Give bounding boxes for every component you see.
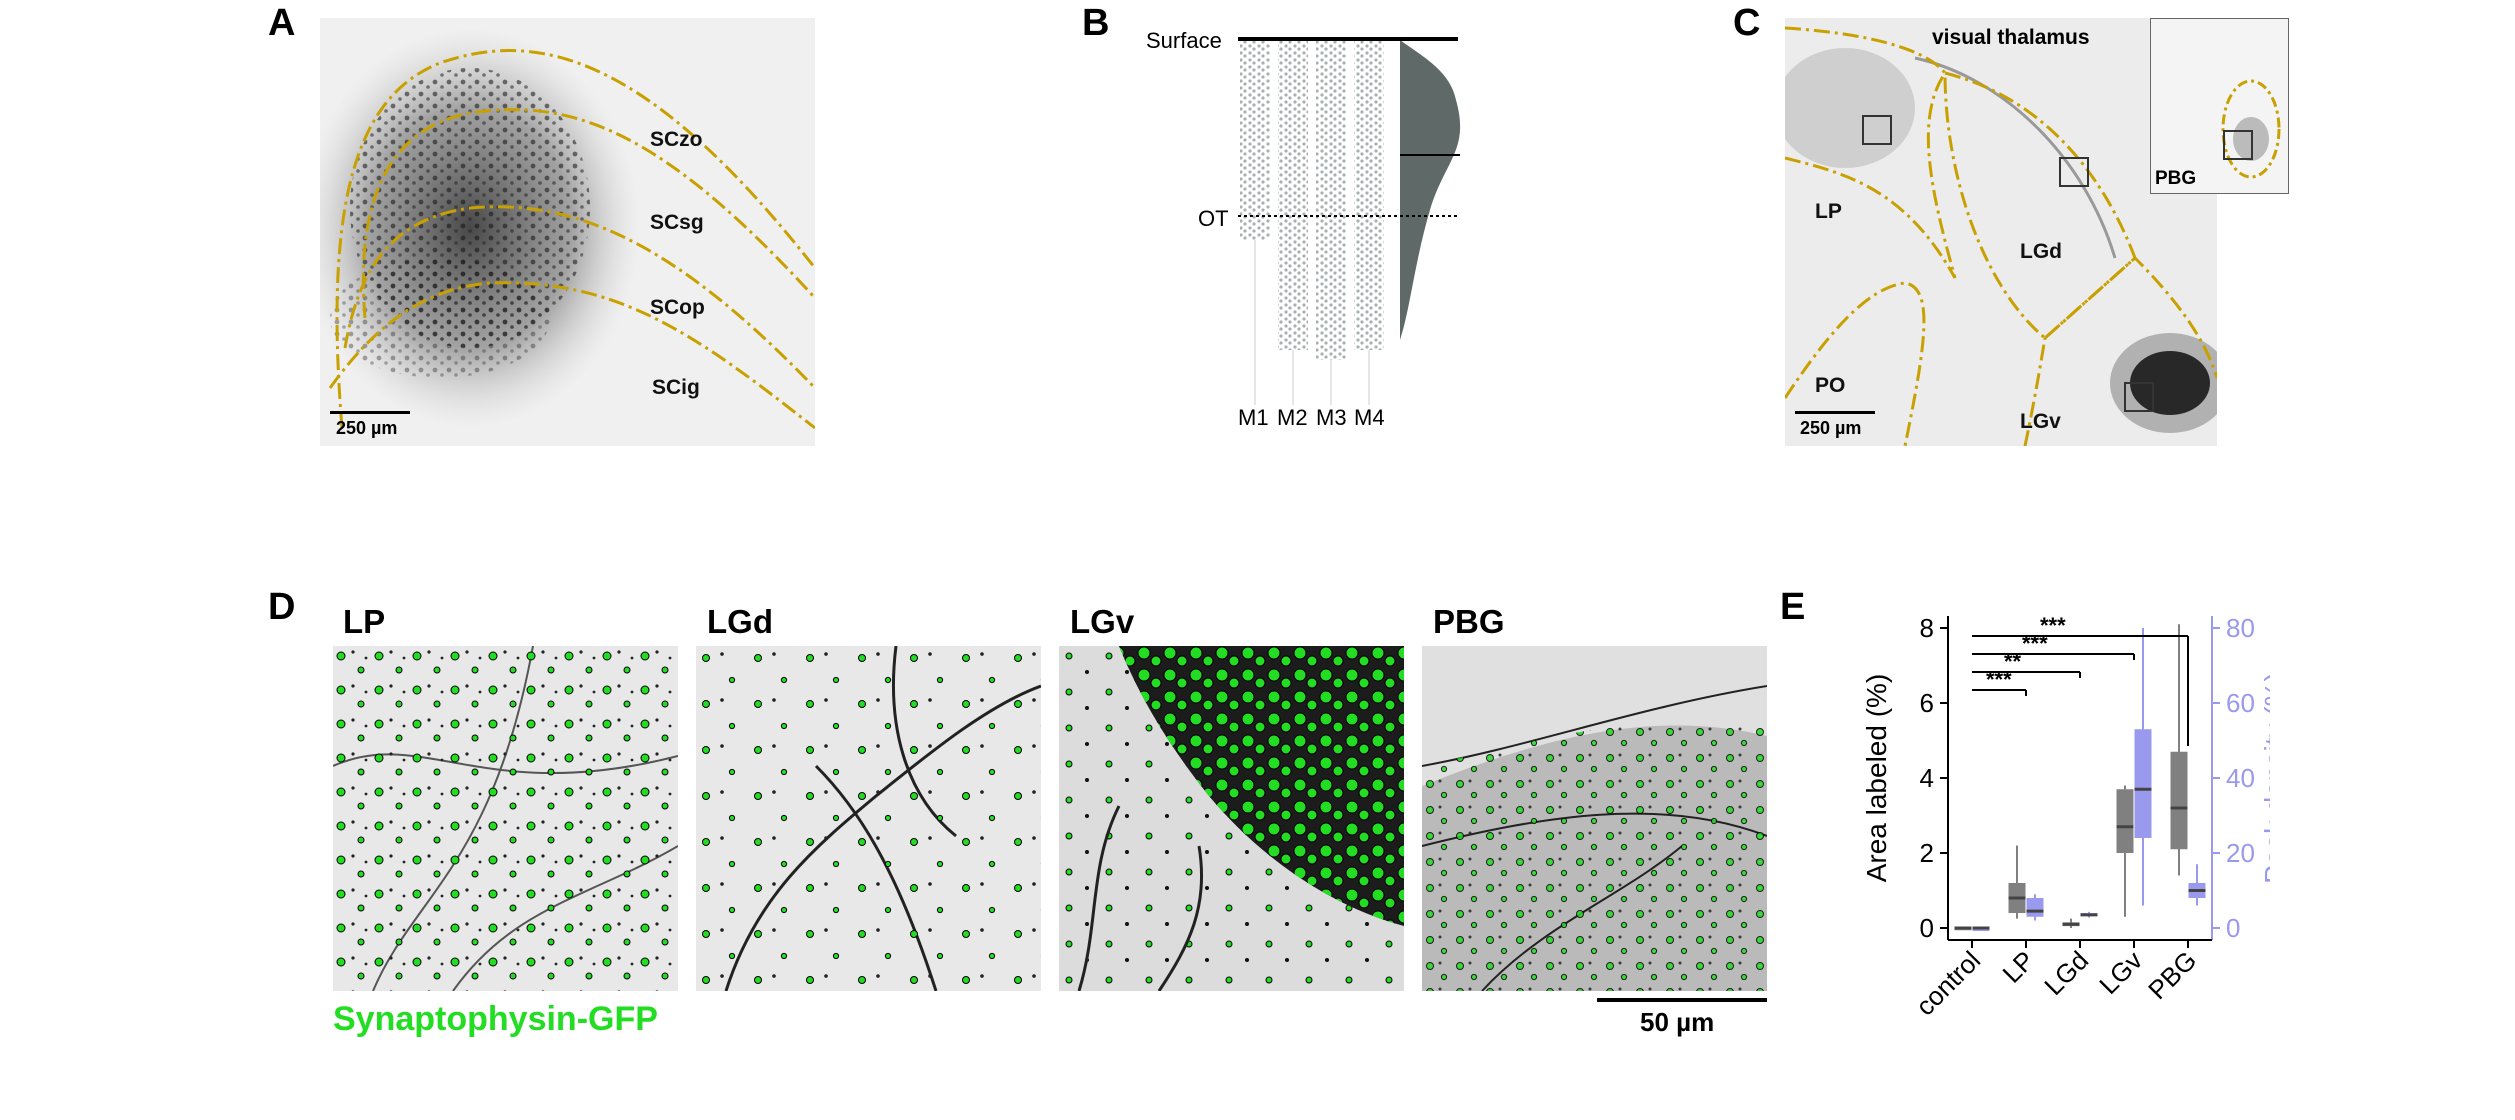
mouse-label-m3: M3: [1316, 405, 1347, 430]
area-lgv-box: [2116, 789, 2134, 853]
area-pbg-box: [2170, 751, 2188, 850]
thalamus-section: [1785, 18, 2217, 446]
right-tick-label: 80: [2226, 613, 2255, 643]
significance-label: ***: [2040, 613, 2066, 638]
right-tick-label: 20: [2226, 838, 2255, 868]
panel-e-letter: E: [1780, 586, 1806, 628]
micrograph-lgv: [1059, 646, 1404, 991]
micrograph-lgd: [696, 646, 1041, 991]
region-label-visual-thalamus: visual thalamus: [1932, 26, 2090, 49]
panel-a-image: [320, 18, 815, 446]
depth-distribution-plot: [1238, 37, 1461, 405]
marker-label: Synaptophysin-GFP: [333, 1000, 658, 1038]
panel-c-letter: C: [1733, 2, 1761, 44]
left-axis-label: Area labeled (%): [1861, 674, 1892, 883]
pbg-inset: [2150, 18, 2289, 194]
left-tick-label: 4: [1920, 763, 1934, 793]
panel-d-letter: D: [268, 586, 296, 628]
left-tick-label: 6: [1920, 688, 1934, 718]
mouse-m4-cloud: [1354, 40, 1384, 350]
panel-a-letter: A: [268, 2, 296, 44]
panel-d-scalebar: [1597, 998, 1767, 1002]
mouse-m3-cloud: [1316, 40, 1346, 360]
panel-c-scalebar: [1795, 411, 1875, 414]
roi-lgd: [2059, 157, 2089, 187]
layer-label-scig: SCig: [652, 376, 700, 399]
roi-lp: [1862, 115, 1892, 145]
layer-label-scsg: SCsg: [650, 211, 704, 234]
mouse-m1-cloud: [1240, 40, 1270, 240]
significance-label: **: [2004, 649, 2022, 674]
micrograph-title-lgv: LGv: [1070, 603, 1135, 640]
inset-label-pbg: PBG: [2155, 168, 2197, 189]
density-lp-box: [2026, 898, 2044, 917]
micrograph-lp: [333, 646, 678, 991]
x-tick-label: LP: [1997, 945, 2041, 989]
panel-a-scalebar-label: 250 µm: [336, 418, 398, 438]
density-lgv-box: [2134, 729, 2152, 838]
mouse-m2-cloud: [1278, 40, 1308, 350]
region-label-lgd: LGd: [2020, 240, 2062, 263]
region-label-lp: LP: [1815, 200, 1842, 223]
panel-a-scalebar: [330, 411, 410, 414]
density-violin: [1400, 40, 1461, 340]
panel-c-image: [1785, 18, 2217, 446]
mouse-label-m2: M2: [1277, 405, 1308, 430]
roi-lgv: [2124, 382, 2154, 412]
left-tick-label: 2: [1920, 838, 1934, 868]
right-tick-label: 40: [2226, 763, 2255, 793]
micrograph-title-pbg: PBG: [1433, 603, 1505, 640]
right-tick-label: 60: [2226, 688, 2255, 718]
roi-pbg: [2223, 130, 2253, 160]
x-tick-label: PBG: [2142, 945, 2202, 1005]
x-tick-label: LGd: [2038, 945, 2094, 1001]
region-label-po: PO: [1815, 374, 1846, 397]
panel-b-letter: B: [1082, 2, 1110, 44]
panel-d-scalebar-label: 50 µm: [1640, 1007, 1715, 1037]
micrograph-title-lp: LP: [343, 603, 386, 640]
superior-colliculus-section: [320, 18, 815, 446]
x-tick-label: LGv: [2093, 945, 2148, 1000]
layer-label-sczo: SCzo: [650, 128, 703, 151]
left-tick-label: 0: [1920, 913, 1934, 943]
panel-c-scalebar-label: 250 µm: [1800, 418, 1862, 438]
surface-label: Surface: [1146, 28, 1222, 53]
x-tick-label: control: [1910, 945, 1986, 1021]
micrograph-pbg: [1422, 646, 1767, 991]
right-axis-label: Peak density (%): [2259, 672, 2270, 884]
layer-label-scop: SCop: [650, 296, 705, 319]
micrograph-title-lgd: LGd: [707, 603, 773, 640]
right-tick-label: 0: [2226, 913, 2240, 943]
mouse-label-m1: M1: [1238, 405, 1269, 430]
ot-label: OT: [1198, 206, 1229, 231]
left-tick-label: 8: [1920, 613, 1934, 643]
mouse-label-m4: M4: [1354, 405, 1385, 430]
region-label-lgv: LGv: [2020, 410, 2061, 433]
